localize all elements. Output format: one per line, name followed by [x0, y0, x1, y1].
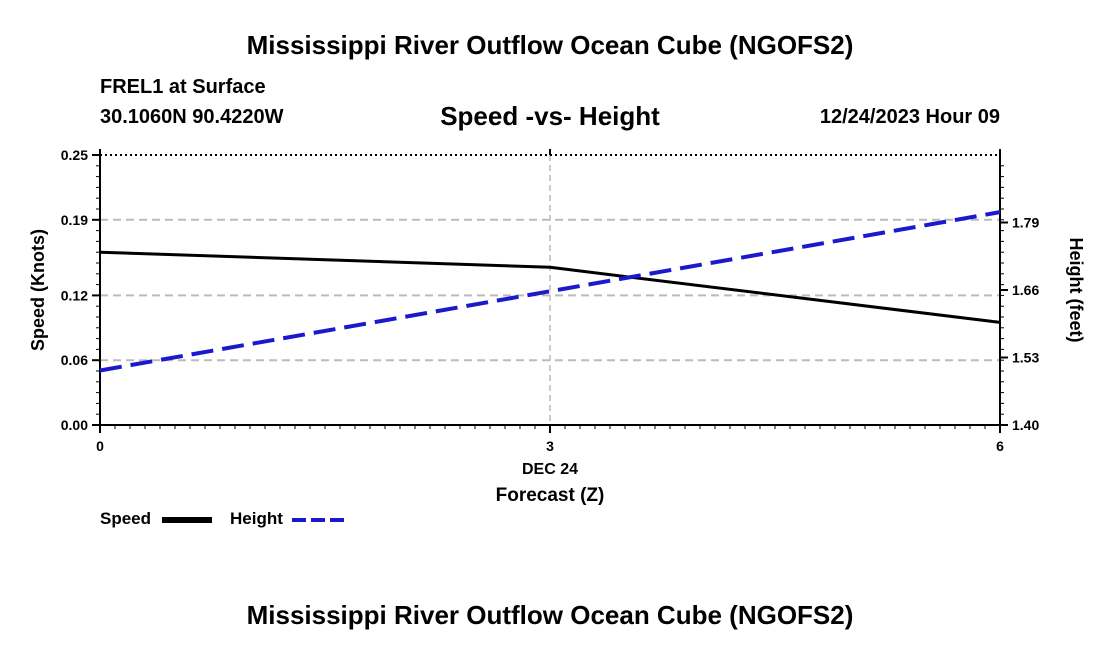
- y-axis-label: Speed (Knots): [28, 229, 48, 351]
- minor-ticks: [96, 165, 1004, 429]
- y2-tick-label: 1.53: [1012, 350, 1039, 366]
- y2-tick-label: 1.66: [1012, 282, 1039, 298]
- x-tick-label: 3: [546, 438, 554, 454]
- x-axis-date-label: DEC 24: [522, 461, 578, 478]
- y2-axis-label: Height (feet): [1066, 238, 1086, 343]
- series-speed-line: [99, 250, 1001, 324]
- y2-tick-label: 1.79: [1012, 215, 1039, 231]
- chart-title: Mississippi River Outflow Ocean Cube (NG…: [246, 30, 854, 60]
- legend-speed-label: Speed: [100, 509, 152, 528]
- x-tick-label: 6: [996, 438, 1004, 454]
- legend-speed-swatch: [162, 517, 212, 523]
- y-tick-label: 0.12: [61, 287, 88, 303]
- y-tick-label: 0.00: [61, 417, 88, 433]
- x-axis-label: Forecast (Z): [496, 485, 605, 506]
- speed-height-chart: 0.000.060.120.190.251.401.531.661.790 3 6 …: [28, 147, 1086, 506]
- x-tick-label: 0: [96, 438, 104, 454]
- series-height-line: [99, 210, 1001, 373]
- legend-height-label: Height: [230, 509, 283, 528]
- forecast-datetime: 12/24/2023 Hour 09: [819, 106, 1000, 128]
- tick-labels: 0.00 0.06 0.12 0.19 0.25 1.40 1.53 1.66 1.79 0 3 6: [61, 147, 1040, 454]
- y-tick-label: 0.06: [61, 352, 88, 368]
- station-label: FREL1 at Surface: [100, 76, 266, 98]
- y-tick-label: 0.19: [61, 212, 88, 228]
- series-lines: [99, 210, 1001, 373]
- station-coordinates: 30.1060N 90.4220W: [100, 106, 284, 128]
- chart-subtitle: Speed -vs- Height: [440, 101, 660, 131]
- y2-tick-label: 1.40: [1012, 417, 1039, 433]
- legend-height-swatch: [292, 518, 344, 522]
- y-tick-label: 0.25: [61, 147, 88, 163]
- footer-title: Mississippi River Outflow Ocean Cube (NG…: [246, 600, 854, 630]
- grid-lines: [100, 155, 1000, 425]
